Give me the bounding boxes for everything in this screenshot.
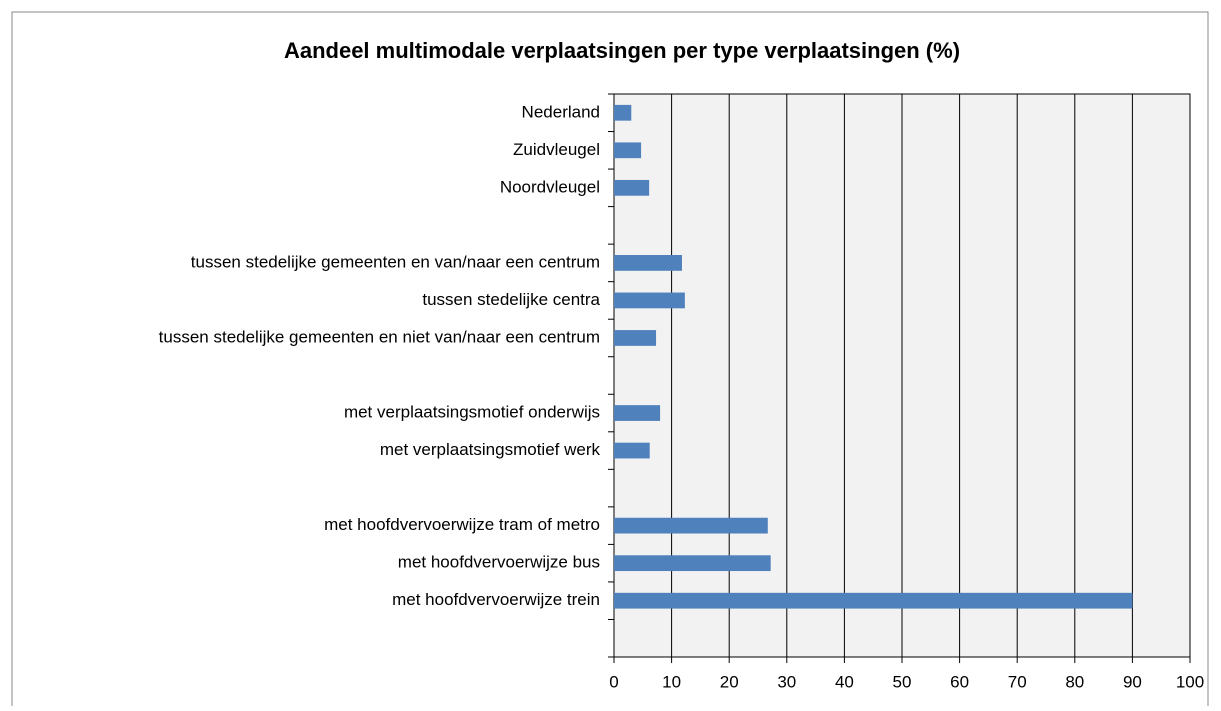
y-tick-label: Noordvleugel [500,177,600,196]
y-tick-label: met hoofdvervoerwijze trein [392,590,600,609]
bar [614,442,650,459]
bar [614,179,650,196]
bar [614,330,657,346]
x-tick-label: 40 [835,672,854,691]
x-tick-label: 70 [1008,672,1027,691]
x-tick-label: 10 [662,672,681,691]
x-tick-label: 0 [609,672,618,691]
x-tick-label: 90 [1123,672,1142,691]
chart-title: Aandeel multimodale verplaatsingen per t… [284,38,960,63]
bar [614,255,682,271]
bar [614,405,661,421]
y-tick-label: tussen stedelijke gemeenten en van/naar … [191,252,600,271]
bar [614,142,642,159]
y-tick-label: tussen stedelijke gemeenten en niet van/… [159,327,600,346]
x-tick-label: 80 [1065,672,1084,691]
bar [614,592,1133,609]
bar [614,517,768,534]
bar [614,292,685,309]
x-tick-label: 100 [1176,672,1204,691]
y-tick-label: tussen stedelijke centra [422,290,600,309]
y-tick-label: Nederland [522,102,600,121]
y-tick-label: met hoofdvervoerwijze bus [398,553,600,572]
y-tick-label: met hoofdvervoerwijze tram of metro [324,515,600,534]
x-tick-label: 30 [777,672,796,691]
y-tick-label: met verplaatsingsmotief werk [380,440,601,459]
y-tick-label: met verplaatsingsmotief onderwijs [344,403,600,422]
bar [614,104,632,121]
x-tick-label: 50 [893,672,912,691]
x-tick-label: 60 [950,672,969,691]
y-tick-label: Zuidvleugel [513,140,600,159]
x-tick-label: 20 [720,672,739,691]
bar [614,555,771,572]
